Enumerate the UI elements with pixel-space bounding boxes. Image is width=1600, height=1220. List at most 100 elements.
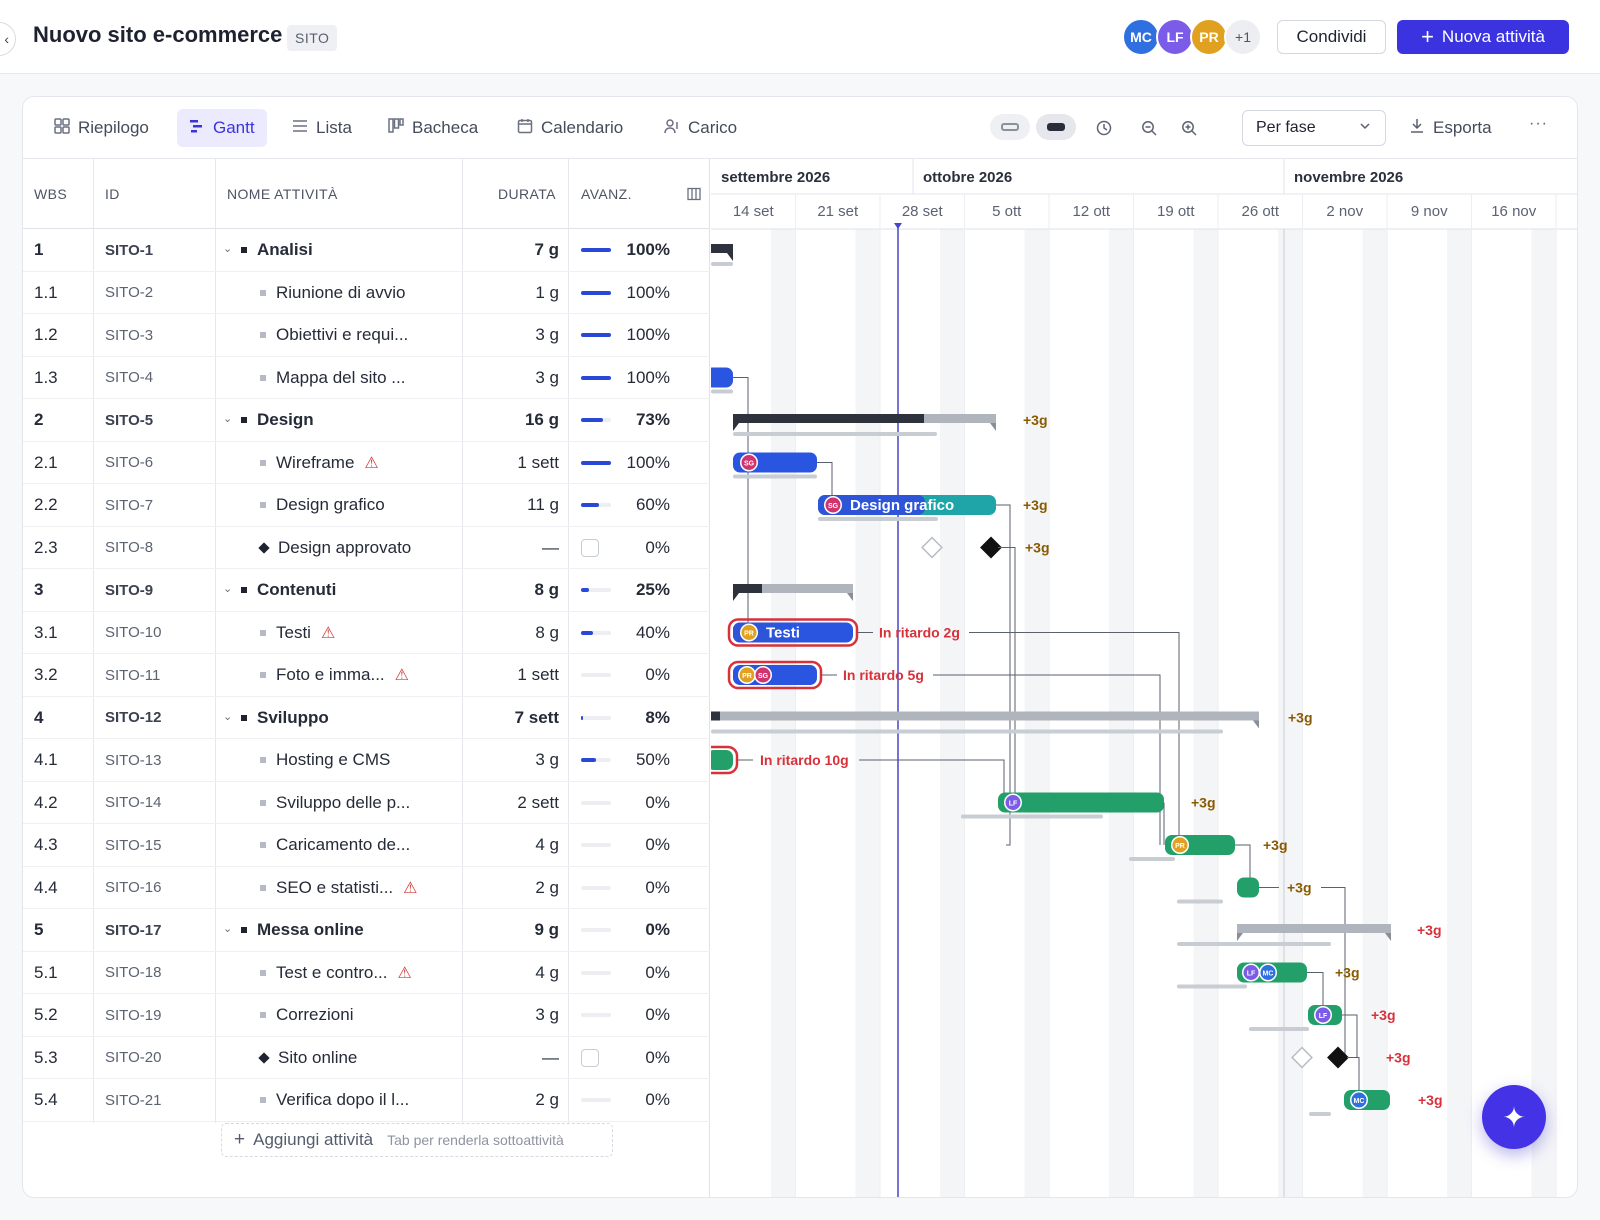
task-name[interactable]: Sviluppo delle p... xyxy=(260,782,410,824)
task-name[interactable]: Sviluppo xyxy=(241,697,329,739)
table-row[interactable]: 1 SITO-1 ⌄ Analisi 7 g 100% xyxy=(23,229,710,272)
milestone-checkbox[interactable] xyxy=(581,538,599,557)
tab-gantt[interactable]: Gantt xyxy=(177,109,267,147)
table-row[interactable]: 2.1 SITO-6 Wireframe ⚠ 1 sett 100% xyxy=(23,442,710,484)
divider xyxy=(462,159,463,1123)
table-row[interactable]: 5.4 SITO-21 Verifica dopo il l... 2 g 0% xyxy=(23,1079,710,1122)
col-progress[interactable]: AVANZ. xyxy=(581,186,632,202)
task-bullet-icon xyxy=(260,842,266,848)
progress-bar xyxy=(581,460,611,465)
table-row[interactable]: 5 SITO-17 ⌄ Messa online 9 g 0% xyxy=(23,909,710,952)
weekend-shade xyxy=(1278,229,1302,1197)
tab-lista[interactable]: Lista xyxy=(280,109,364,147)
zoom-in-icon[interactable] xyxy=(1174,115,1204,141)
tab-carico[interactable]: Carico xyxy=(652,109,749,147)
back-button[interactable]: ‹ xyxy=(0,22,16,56)
id-cell: SITO-13 xyxy=(105,751,162,769)
warning-icon: ⚠ xyxy=(320,624,336,642)
new-task-button[interactable]: + Nuova attività xyxy=(1397,20,1569,54)
task-name-text: Correzioni xyxy=(276,1005,354,1024)
table-row[interactable]: 3.1 SITO-10 Testi ⚠ 8 g 40% xyxy=(23,612,710,654)
table-row[interactable]: 1.3 SITO-4 Mappa del sito ... 3 g 100% xyxy=(23,357,710,399)
task-name[interactable]: Hosting e CMS xyxy=(260,739,390,781)
slip-label: +3g xyxy=(1418,1092,1443,1108)
show-baseline-toggle[interactable] xyxy=(990,114,1030,140)
zoom-out-icon[interactable] xyxy=(1134,115,1164,141)
grid-icon xyxy=(54,118,70,138)
task-name[interactable]: SEO e statisti... ⚠ xyxy=(260,867,418,909)
milestone-checkbox[interactable] xyxy=(581,1048,599,1067)
ai-assistant-button[interactable]: ✦ xyxy=(1482,1085,1546,1149)
table-row[interactable]: 2.2 SITO-7 Design grafico 11 g 60% xyxy=(23,484,710,527)
task-name[interactable]: Sito online xyxy=(258,1037,357,1079)
more-members-badge[interactable]: +1 xyxy=(1224,18,1262,56)
col-name[interactable]: NOME ATTIVITÀ xyxy=(227,186,338,202)
table-row[interactable]: 4.2 SITO-14 Sviluppo delle p... 2 sett 0% xyxy=(23,782,710,824)
share-button[interactable]: Condividi xyxy=(1277,20,1386,54)
task-name[interactable]: Contenuti xyxy=(241,569,336,611)
task-bullet-icon xyxy=(260,374,266,381)
table-row[interactable]: 4.4 SITO-16 SEO e statisti... ⚠ 2 g 0% xyxy=(23,867,710,909)
progress-bar xyxy=(581,630,611,635)
table-row[interactable]: 5.1 SITO-18 Test e contro... ⚠ 4 g 0% xyxy=(23,952,710,994)
progress-cell: 0% xyxy=(645,962,670,982)
tab-riepilogo[interactable]: Riepilogo xyxy=(42,109,161,147)
chevron-down-icon[interactable]: ⌄ xyxy=(223,710,233,723)
task-name[interactable]: Caricamento de... xyxy=(260,824,410,866)
col-wbs[interactable]: WBS xyxy=(34,186,68,202)
columns-icon[interactable] xyxy=(687,159,701,229)
task-name[interactable]: Foto e imma... ⚠ xyxy=(260,654,409,696)
task-name[interactable]: Test e contro... ⚠ xyxy=(260,952,412,994)
tab-label: Carico xyxy=(688,118,738,137)
table-row[interactable]: 3 SITO-9 ⌄ Contenuti 8 g 25% xyxy=(23,569,710,612)
table-row[interactable]: 5.3 SITO-20 Sito online — 0% xyxy=(23,1037,710,1079)
avatar[interactable]: PR xyxy=(1190,18,1228,56)
task-name[interactable]: Messa online xyxy=(241,909,364,951)
task-name[interactable]: Obiettivi e requi... xyxy=(260,314,408,356)
chevron-down-icon[interactable]: ⌄ xyxy=(223,583,233,595)
table-row[interactable]: 4 SITO-12 ⌄ Sviluppo 7 sett 8% xyxy=(23,697,710,739)
dependency-line xyxy=(969,632,1180,846)
task-bullet-icon xyxy=(260,502,266,508)
task-name[interactable]: Analisi xyxy=(241,229,313,271)
export-button[interactable]: Esporta xyxy=(1409,110,1492,146)
table-row[interactable]: 3.2 SITO-11 Foto e imma... ⚠ 1 sett 0% xyxy=(23,654,710,697)
table-row[interactable]: 1.1 SITO-2 Riunione di avvio 1 g 100% xyxy=(23,272,710,314)
chevron-down-icon[interactable]: ⌄ xyxy=(223,243,233,255)
show-progress-toggle[interactable] xyxy=(1036,114,1076,140)
chevron-down-icon[interactable]: ⌄ xyxy=(223,923,233,935)
col-duration[interactable]: DURATA xyxy=(498,186,556,202)
id-cell: SITO-19 xyxy=(105,1006,162,1024)
group-by-select[interactable]: Per fase xyxy=(1242,110,1386,146)
table-row[interactable]: 1.2 SITO-3 Obiettivi e requi... 3 g 100% xyxy=(23,314,710,357)
tab-calendario[interactable]: Calendario xyxy=(505,109,635,147)
id-cell: SITO-21 xyxy=(105,1091,162,1109)
task-bullet-icon xyxy=(241,714,247,721)
chevron-down-icon[interactable]: ⌄ xyxy=(223,413,233,425)
task-name[interactable]: Riunione di avvio xyxy=(260,272,405,314)
table-row[interactable]: 2.3 SITO-8 Design approvato — 0% xyxy=(23,527,710,569)
task-name[interactable]: Testi ⚠ xyxy=(260,612,335,654)
table-row[interactable]: 2 SITO-5 ⌄ Design 16 g 73% xyxy=(23,399,710,442)
task-name[interactable]: Verifica dopo il l... xyxy=(260,1079,409,1121)
clock-icon[interactable] xyxy=(1089,115,1119,141)
avatar[interactable]: MC xyxy=(1122,18,1160,56)
wbs-cell: 1 xyxy=(34,240,44,259)
col-id[interactable]: ID xyxy=(105,186,120,202)
more-options-icon[interactable]: ··· xyxy=(1529,115,1548,132)
tab-bacheca[interactable]: Bacheca xyxy=(376,109,490,147)
task-name[interactable]: Mappa del sito ... xyxy=(260,357,405,399)
task-name[interactable]: Wireframe ⚠ xyxy=(260,442,379,484)
table-row[interactable]: 5.2 SITO-19 Correzioni 3 g 0% xyxy=(23,994,710,1037)
avatar xyxy=(1172,837,1188,853)
task-name[interactable]: Design xyxy=(241,399,314,441)
avatar[interactable]: LF xyxy=(1156,18,1194,56)
duration-cell: 11 g xyxy=(527,495,559,514)
add-task-button[interactable]: + Aggiungi attività Tab per renderla sot… xyxy=(221,1123,613,1157)
table-row[interactable]: 4.1 SITO-13 Hosting e CMS 3 g 50% xyxy=(23,739,710,782)
task-name[interactable]: Correzioni xyxy=(260,994,353,1036)
task-name[interactable]: Design approvato xyxy=(258,527,411,569)
table-row[interactable]: 4.3 SITO-15 Caricamento de... 4 g 0% xyxy=(23,824,710,867)
task-name[interactable]: Design grafico xyxy=(260,484,385,526)
wbs-cell: 5.4 xyxy=(34,1090,58,1109)
